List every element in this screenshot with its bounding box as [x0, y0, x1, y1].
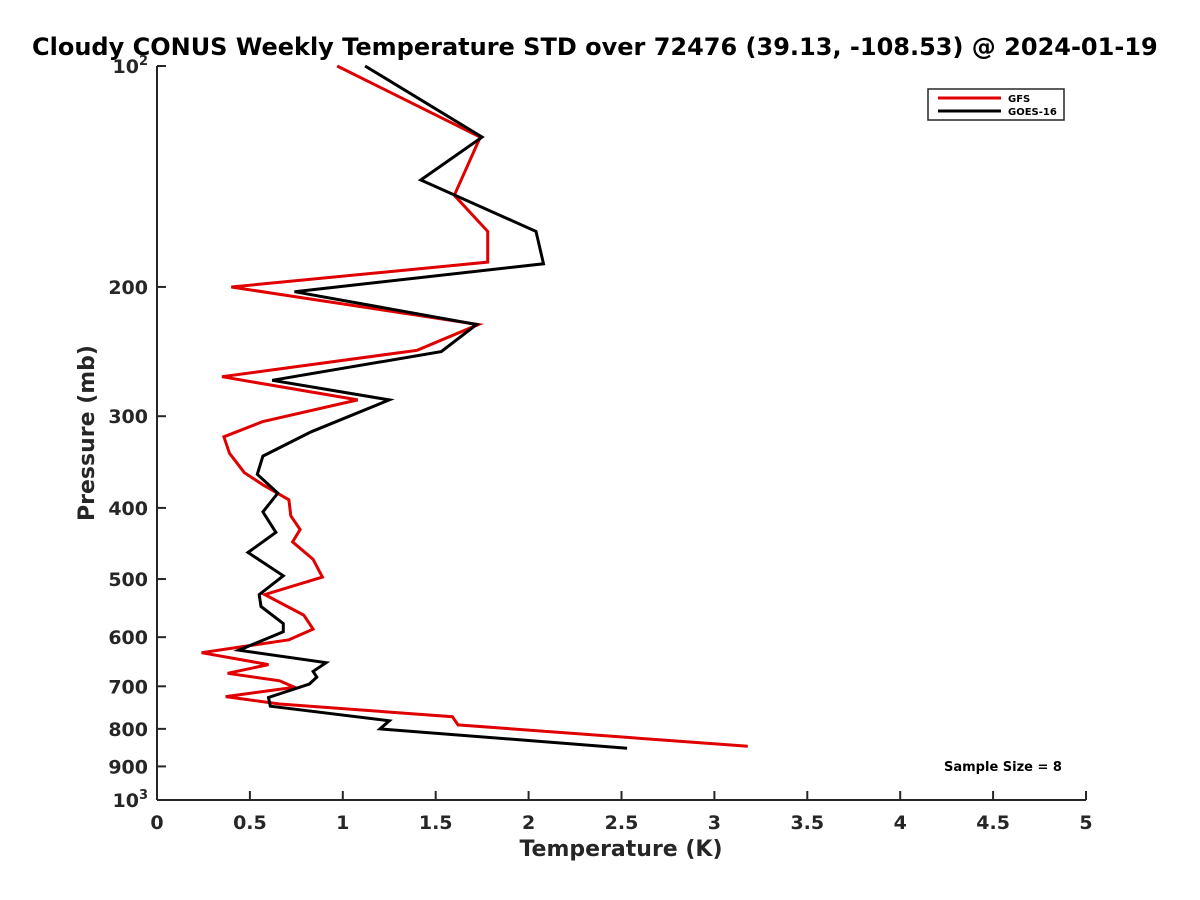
y-tick-label: 500 — [108, 569, 148, 591]
x-tick-label: 2 — [522, 812, 535, 834]
x-tick-label: 3.5 — [790, 812, 824, 834]
x-tick-label: 5 — [1079, 812, 1092, 834]
x-tick-label: 1 — [336, 812, 349, 834]
y-tick-label: 300 — [108, 406, 148, 428]
chart-title: Cloudy CONUS Weekly Temperature STD over… — [32, 33, 1158, 61]
legend: GFS GOES-16 — [927, 88, 1065, 121]
x-tick-label: 0 — [150, 812, 163, 834]
series-line-goes-16 — [233, 64, 628, 750]
legend-box — [927, 88, 1065, 121]
y-tick-label: 103 — [113, 788, 149, 812]
y-tick-label: 400 — [108, 498, 148, 520]
ticks-layer: 0 0.5 1 1.5 2 2.5 3 3.5 4 4.5 5 102 200 300 400 500 600 7… — [108, 54, 1092, 834]
y-tick-label: 700 — [108, 676, 148, 698]
x-axis-label: Temperature (K) — [519, 837, 722, 862]
legend-label: GFS — [1008, 94, 1030, 105]
legend-label: GOES-16 — [1008, 107, 1057, 118]
sample-size-annotation: Sample Size = 8 — [944, 760, 1062, 775]
x-tick-label: 3 — [708, 812, 721, 834]
x-tick-label: 2.5 — [605, 812, 639, 834]
series-line-gfs — [201, 64, 748, 748]
x-tick-label: 0.5 — [233, 812, 267, 834]
series-layer — [201, 64, 748, 750]
y-tick-label: 900 — [108, 756, 148, 778]
y-tick-label: 600 — [108, 627, 148, 649]
x-tick-label: 4 — [894, 812, 907, 834]
y-tick-label: 200 — [108, 277, 148, 299]
y-axis-label: Pressure (mb) — [75, 345, 100, 521]
x-tick-label: 4.5 — [976, 812, 1010, 834]
y-tick-label: 800 — [108, 719, 148, 741]
y-tick-label: 102 — [113, 54, 149, 78]
x-tick-label: 1.5 — [419, 812, 453, 834]
